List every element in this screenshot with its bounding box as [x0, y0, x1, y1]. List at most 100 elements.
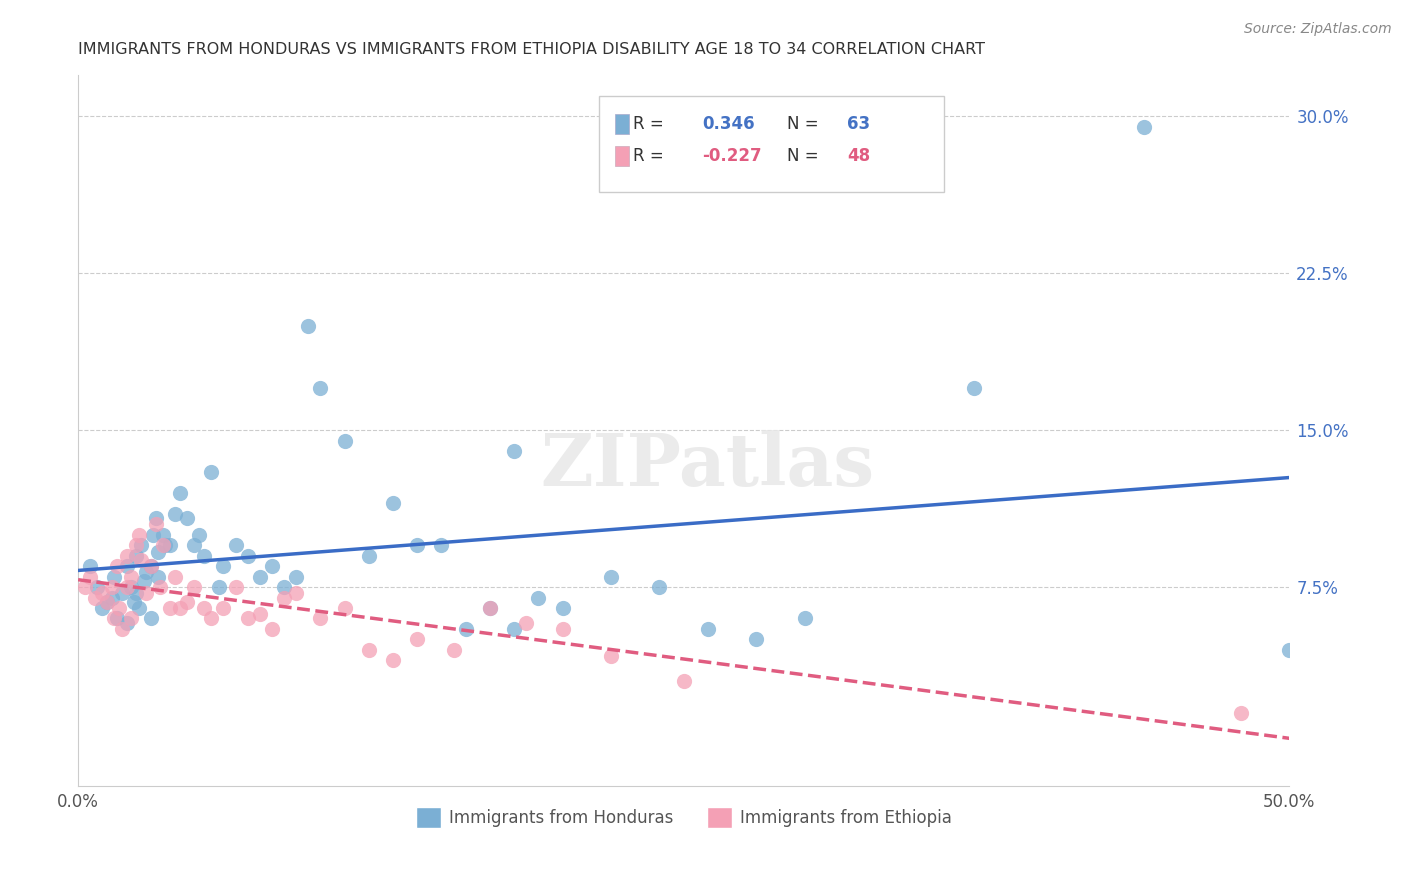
- Point: [155, 538, 177, 552]
- Point: [120, 569, 142, 583]
- Text: -0.227: -0.227: [702, 147, 762, 165]
- FancyBboxPatch shape: [599, 96, 943, 192]
- Point: [600, 649, 623, 664]
- Point: [260, 622, 283, 636]
- Point: [125, 538, 148, 552]
- Point: [382, 653, 405, 667]
- Point: [225, 538, 247, 552]
- Point: [91, 586, 114, 600]
- Point: [793, 611, 815, 625]
- Point: [129, 538, 152, 552]
- Point: [163, 507, 186, 521]
- Text: ZIPatlas: ZIPatlas: [541, 430, 875, 501]
- Point: [478, 601, 501, 615]
- Point: [115, 559, 138, 574]
- Point: [105, 611, 128, 625]
- Point: [145, 511, 167, 525]
- Point: [430, 538, 453, 552]
- Point: [745, 632, 768, 647]
- Point: [79, 559, 101, 574]
- Point: [159, 538, 181, 552]
- Point: [101, 580, 124, 594]
- Text: R =: R =: [633, 147, 664, 165]
- Point: [285, 569, 308, 583]
- Point: [101, 591, 124, 605]
- Point: [139, 611, 162, 625]
- Point: [146, 544, 169, 558]
- Point: [406, 632, 429, 647]
- Point: [128, 601, 150, 615]
- Text: N =: N =: [786, 115, 818, 134]
- Point: [207, 580, 229, 594]
- Point: [193, 601, 215, 615]
- Point: [309, 381, 332, 395]
- Point: [357, 549, 380, 563]
- Text: 0.346: 0.346: [702, 115, 755, 134]
- Point: [188, 528, 211, 542]
- Point: [145, 517, 167, 532]
- Text: 48: 48: [848, 147, 870, 165]
- Point: [200, 465, 222, 479]
- Point: [333, 434, 356, 448]
- Point: [139, 559, 162, 574]
- Point: [75, 580, 97, 594]
- Point: [1278, 643, 1301, 657]
- Point: [125, 586, 148, 600]
- Point: [152, 528, 174, 542]
- Point: [163, 569, 186, 583]
- FancyBboxPatch shape: [614, 114, 628, 135]
- Point: [309, 611, 332, 625]
- Point: [128, 528, 150, 542]
- Point: [105, 559, 128, 574]
- Point: [193, 549, 215, 563]
- Point: [149, 580, 172, 594]
- Point: [503, 444, 526, 458]
- Point: [169, 601, 191, 615]
- Point: [84, 591, 107, 605]
- Point: [86, 580, 108, 594]
- Point: [672, 674, 695, 689]
- Point: [357, 643, 380, 657]
- Point: [212, 601, 235, 615]
- Point: [111, 586, 134, 600]
- Point: [135, 566, 157, 580]
- Point: [454, 622, 477, 636]
- Point: [443, 643, 465, 657]
- Point: [120, 580, 142, 594]
- Point: [382, 496, 405, 510]
- Point: [183, 538, 205, 552]
- Point: [551, 601, 574, 615]
- Point: [103, 611, 125, 625]
- Point: [111, 622, 134, 636]
- Text: 63: 63: [848, 115, 870, 134]
- Point: [115, 580, 138, 594]
- Point: [285, 586, 308, 600]
- Point: [333, 601, 356, 615]
- Point: [115, 549, 138, 563]
- Point: [176, 595, 198, 609]
- Point: [478, 601, 501, 615]
- Point: [249, 569, 271, 583]
- Point: [103, 569, 125, 583]
- Point: [135, 586, 157, 600]
- Point: [132, 574, 155, 588]
- Point: [297, 318, 319, 333]
- Point: [503, 622, 526, 636]
- Point: [183, 580, 205, 594]
- Text: R =: R =: [633, 115, 664, 134]
- Point: [225, 580, 247, 594]
- Point: [648, 580, 671, 594]
- Point: [236, 549, 259, 563]
- Point: [108, 601, 131, 615]
- Point: [91, 601, 114, 615]
- Text: IMMIGRANTS FROM HONDURAS VS IMMIGRANTS FROM ETHIOPIA DISABILITY AGE 18 TO 34 COR: IMMIGRANTS FROM HONDURAS VS IMMIGRANTS F…: [79, 42, 986, 57]
- Point: [159, 601, 181, 615]
- Point: [212, 559, 235, 574]
- Point: [406, 538, 429, 552]
- Point: [120, 611, 142, 625]
- Point: [1230, 706, 1253, 720]
- Point: [515, 615, 537, 630]
- Point: [963, 381, 986, 395]
- Legend: Immigrants from Honduras, Immigrants from Ethiopia: Immigrants from Honduras, Immigrants fro…: [409, 801, 959, 834]
- Point: [1133, 120, 1156, 134]
